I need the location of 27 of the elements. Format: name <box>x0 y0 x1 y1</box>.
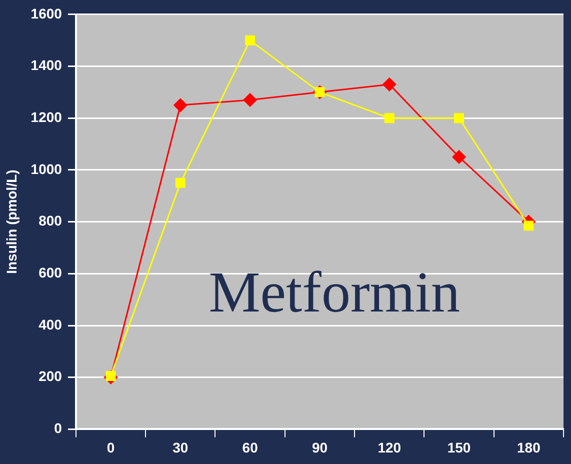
y-tick-label: 1200 <box>30 108 62 125</box>
y-tick-label: 400 <box>38 316 62 332</box>
y-tick-label: 1600 <box>30 5 62 22</box>
x-tick-label: 30 <box>172 439 188 456</box>
y-tick-label: 200 <box>38 368 62 384</box>
point <box>452 150 466 164</box>
y-tick-label: 600 <box>38 264 62 281</box>
x-tick-label: 180 <box>516 439 541 456</box>
point <box>245 35 256 46</box>
point <box>384 113 394 124</box>
y-tick-label: 0 <box>54 420 62 436</box>
y-tick-label: 800 <box>38 212 62 229</box>
x-tick-label: 0 <box>106 439 115 456</box>
point <box>382 78 396 92</box>
y-tick-label: 1400 <box>30 57 62 74</box>
point <box>454 113 464 124</box>
point <box>524 220 534 231</box>
y-tick-label: 1000 <box>30 160 62 177</box>
x-tick-label: 150 <box>447 439 471 456</box>
point <box>174 98 188 112</box>
x-tick-label: 90 <box>312 439 328 456</box>
point <box>243 93 257 107</box>
x-tick-label: 120 <box>378 439 402 456</box>
point <box>175 178 186 188</box>
y-axis-title: Insulin (pmol/L) <box>3 170 20 274</box>
annotation: Metformin <box>208 260 460 325</box>
x-tick-label: 60 <box>242 439 258 456</box>
